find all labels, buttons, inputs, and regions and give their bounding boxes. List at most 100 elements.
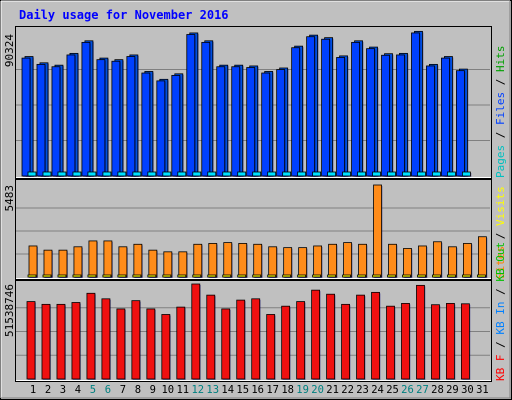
legend-entry: Pages: [494, 145, 507, 178]
bar-hits-pages-day-21: [327, 171, 337, 177]
bar-visits-visits-day-1: [28, 245, 38, 278]
x-tick-label-day-31: 31: [476, 384, 489, 396]
x-tick-label-day-14: 14: [221, 384, 234, 396]
bar-kbytes-kb-f-day-14: [221, 308, 231, 380]
legend-entry: KB In: [494, 302, 507, 335]
bar-hits-pages-day-18: [282, 171, 292, 177]
bar-hits-pages-day-30: [462, 171, 471, 177]
bar-kbytes-kb-f-day-18: [281, 305, 291, 380]
x-tick-label-day-8: 8: [135, 384, 141, 396]
x-tick-label-day-19: 19: [296, 384, 309, 396]
bar-visits-sites-day-4: [72, 274, 82, 278]
bar-hits-pages-day-10: [162, 171, 172, 177]
x-tick-label-day-6: 6: [105, 384, 111, 396]
bar-visits-visits-day-4: [73, 246, 83, 278]
bar-hits-files-day-19: [291, 47, 301, 177]
x-tick-label-day-5: 5: [90, 384, 96, 396]
bar-hits-pages-day-24: [372, 171, 381, 177]
panel-hits-legend: Pages / Files / Hits: [494, 46, 507, 179]
legend-entry: Sites: [494, 246, 507, 279]
bar-visits-visits-day-5: [88, 240, 98, 278]
bar-hits-pages-day-19: [297, 171, 307, 177]
bar-kbytes-kb-f-day-3: [56, 303, 66, 380]
x-tick-label-day-28: 28: [431, 384, 444, 396]
bar-kbytes-kb-f-day-17: [266, 314, 276, 380]
chart-title: Daily usage for November 2016: [19, 8, 229, 22]
bar-hits-files-day-30: [456, 70, 465, 177]
bar-hits-files-day-20: [306, 36, 316, 177]
bar-hits-files-day-18: [276, 69, 286, 177]
bar-visits-visits-day-13: [208, 243, 218, 278]
bar-kbytes-kb-f-day-29: [446, 303, 455, 380]
x-tick-label-day-27: 27: [416, 384, 429, 396]
bar-kbytes-kb-f-day-10: [161, 314, 171, 380]
bar-visits-sites-day-31: [476, 274, 486, 278]
bar-hits-pages-day-3: [57, 171, 67, 177]
bar-visits-visits-day-25: [388, 243, 397, 278]
legend-entry: Files: [494, 92, 507, 125]
x-tick-label-day-1: 1: [30, 384, 36, 396]
bar-kbytes-kb-f-day-25: [386, 305, 395, 380]
bar-hits-pages-day-29: [447, 171, 456, 177]
bar-kbytes-kb-f-day-21: [326, 293, 336, 380]
bar-visits-visits-day-26: [403, 248, 412, 278]
bar-kbytes-kb-f-day-12: [191, 283, 201, 380]
bar-visits-visits-day-17: [268, 246, 278, 278]
bar-hits-files-day-11: [171, 74, 181, 177]
bar-visits-sites-day-15: [237, 274, 247, 278]
bar-visits-visits-day-21: [328, 243, 338, 278]
x-tick-label-day-2: 2: [45, 384, 51, 396]
bar-kbytes-kb-f-day-4: [71, 302, 81, 380]
bar-visits-visits-day-18: [283, 247, 293, 278]
bar-hits-files-day-10: [156, 80, 166, 177]
bar-kbytes-kb-f-day-30: [461, 303, 470, 380]
bar-hits-pages-day-1: [27, 171, 37, 177]
bar-kbytes-kb-f-day-9: [146, 308, 156, 380]
legend-entry: /: [494, 125, 507, 145]
bar-kbytes-kb-f-day-11: [176, 306, 186, 380]
bar-visits-visits-day-30: [463, 243, 472, 278]
x-tick-label-day-17: 17: [266, 384, 279, 396]
bar-visits-visits-day-11: [178, 251, 188, 278]
bar-visits-sites-day-28: [432, 274, 441, 278]
bar-kbytes-kb-f-day-28: [431, 304, 440, 380]
bar-visits-sites-day-22: [342, 274, 351, 278]
bar-visits-visits-day-14: [223, 242, 233, 278]
bar-visits-visits-day-29: [448, 246, 457, 278]
bar-hits-pages-day-13: [207, 171, 217, 177]
legend-entry: Hits: [494, 46, 507, 73]
x-tick-label-day-21: 21: [326, 384, 339, 396]
bar-hits-files-day-7: [111, 60, 121, 177]
bar-hits-files-day-28: [426, 65, 435, 177]
panel-hits: 90324 Pages / Files / Hits: [3, 26, 507, 179]
bar-visits-sites-day-12: [192, 274, 202, 278]
bar-visits-visits-day-16: [253, 243, 263, 278]
bar-visits-sites-day-21: [327, 274, 337, 278]
bar-visits-visits-day-23: [358, 243, 367, 278]
bar-hits-files-day-29: [441, 57, 450, 177]
bar-kbytes-kb-f-day-19: [296, 301, 306, 380]
legend-entry: /: [494, 226, 507, 246]
bar-visits-visits-day-27: [418, 245, 427, 278]
bar-hits-pages-day-11: [177, 171, 187, 177]
legend-entry: KB Out: [494, 242, 507, 282]
bar-visits-sites-day-8: [132, 274, 142, 278]
panel-hits-ymax-label: 90324: [3, 34, 16, 67]
bar-visits-sites-day-5: [87, 274, 97, 278]
bar-visits-visits-day-9: [148, 249, 158, 278]
bar-visits-sites-day-9: [147, 274, 157, 278]
panel-visits-ymax-label: 5483: [3, 185, 16, 212]
bar-hits-pages-day-9: [147, 171, 157, 177]
bar-kbytes-kb-f-day-6: [101, 298, 111, 380]
panel-visits-legend: Sites / Visits: [494, 186, 507, 279]
bar-hits-files-day-3: [51, 66, 61, 177]
bar-kbytes-kb-f-day-8: [131, 300, 141, 380]
bar-hits-files-day-2: [36, 63, 46, 177]
bar-hits-pages-day-26: [402, 171, 411, 177]
bar-hits-pages-day-22: [342, 171, 351, 177]
x-tick-label-day-9: 9: [150, 384, 156, 396]
x-tick-label-day-23: 23: [356, 384, 369, 396]
bar-hits-pages-day-16: [252, 171, 262, 177]
bar-hits-pages-day-8: [132, 171, 142, 177]
